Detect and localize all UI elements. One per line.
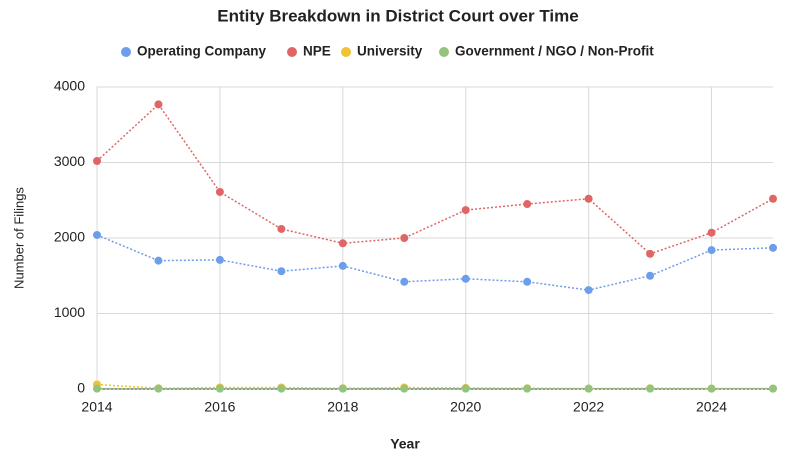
data-point (584, 286, 593, 295)
data-point (646, 249, 655, 258)
data-point (400, 234, 409, 242)
data-point (707, 384, 716, 393)
x-tick-label: 2020 (450, 399, 481, 415)
data-point (215, 384, 224, 393)
data-point (338, 239, 347, 248)
y-axis-title: Number of Filings (11, 187, 26, 289)
chart-title: Entity Breakdown in District Court over … (217, 6, 578, 25)
data-point (400, 277, 409, 286)
data-point (584, 384, 593, 393)
legend-label: NPE (303, 44, 331, 59)
legend-label: Operating Company (137, 44, 267, 59)
data-point (154, 256, 163, 265)
y-tick-label: 0 (77, 380, 85, 396)
data-point (338, 261, 347, 270)
data-point (338, 384, 347, 393)
y-tick-label: 3000 (54, 153, 85, 169)
series-line (96, 234, 774, 291)
y-tick-label: 1000 (54, 304, 85, 320)
legend-label: Government / NGO / Non-Profit (455, 44, 654, 59)
x-axis-title: Year (390, 436, 420, 452)
data-point (769, 243, 777, 252)
data-point (769, 194, 777, 203)
x-tick-label: 2016 (204, 399, 235, 415)
y-tick-label: 4000 (54, 78, 85, 94)
data-point (707, 246, 716, 255)
data-point (93, 384, 101, 393)
data-point (523, 277, 532, 286)
data-point (461, 384, 470, 393)
data-point (277, 267, 286, 276)
legend-marker (341, 47, 351, 57)
x-tick-label: 2018 (327, 399, 358, 415)
legend-label: University (357, 44, 423, 59)
data-point (646, 271, 655, 280)
data-point (461, 206, 470, 215)
legend-marker (287, 47, 297, 57)
x-tick-label: 2014 (81, 399, 112, 415)
series-line (96, 383, 773, 390)
data-point (154, 100, 163, 109)
data-point (769, 384, 777, 393)
legend: Operating Company NPE University Government… (121, 44, 654, 59)
data-point (707, 228, 716, 237)
data-point (93, 230, 101, 239)
legend-marker (121, 47, 131, 57)
data-point (154, 384, 163, 393)
data-point (584, 194, 593, 203)
legend-marker (439, 47, 449, 57)
data-point (215, 255, 224, 264)
data-point (646, 384, 655, 393)
data-point (400, 384, 409, 393)
data-point (277, 384, 286, 393)
y-tick-label: 2000 (54, 229, 85, 245)
data-point (523, 200, 532, 209)
data-point (523, 384, 532, 393)
x-tick-label: 2024 (696, 399, 727, 415)
x-tick-label: 2022 (573, 399, 604, 415)
data-point (93, 156, 101, 165)
data-point (277, 224, 286, 233)
data-point (215, 187, 224, 196)
series-line (96, 103, 774, 255)
data-point (461, 274, 470, 283)
